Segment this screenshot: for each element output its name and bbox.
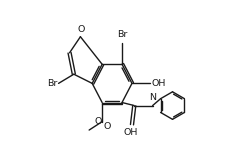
Text: O: O <box>94 117 102 126</box>
Text: OH: OH <box>151 79 166 88</box>
Text: Br: Br <box>47 79 58 88</box>
Text: OH: OH <box>124 128 138 137</box>
Text: O: O <box>104 122 111 131</box>
Text: N: N <box>149 93 156 102</box>
Text: Br: Br <box>117 30 127 39</box>
Text: O: O <box>78 25 85 34</box>
